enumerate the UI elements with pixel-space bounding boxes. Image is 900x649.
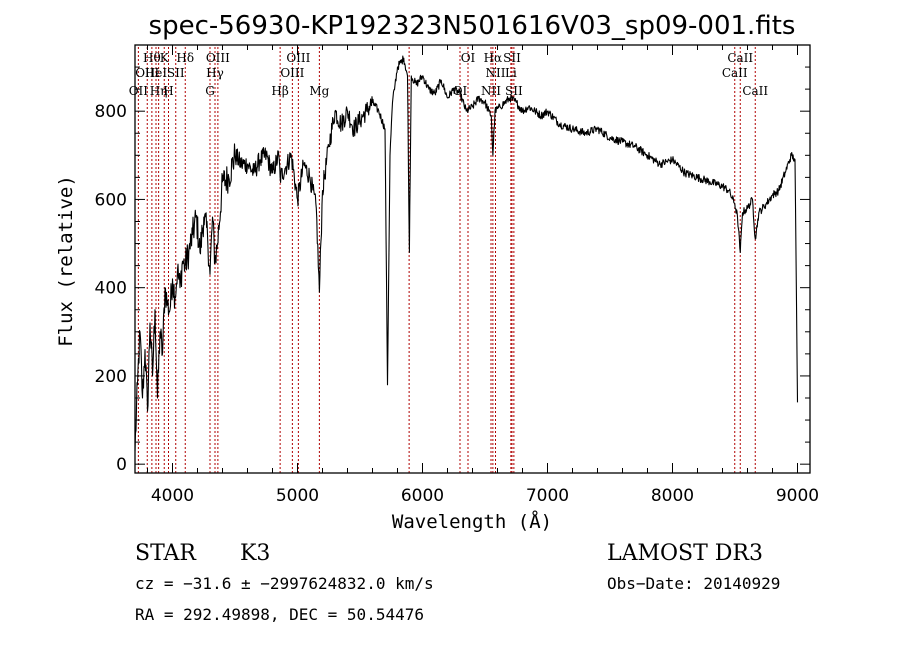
- chart-title: spec-56930-KP192323N501616V03_sp09-001.f…: [149, 11, 796, 41]
- line-marker-label: SII: [167, 66, 185, 80]
- line-marker-label: CaII: [742, 84, 768, 98]
- line-marker-label: OII: [129, 84, 149, 98]
- plot-frame: [134, 44, 811, 474]
- line-marker-label: NII: [486, 66, 506, 80]
- object-subclass: K3: [240, 541, 270, 566]
- x-tick-label: 6000: [401, 486, 444, 506]
- line-marker-label: Hη: [150, 84, 168, 98]
- object-class: STAR: [135, 541, 197, 566]
- y-axis-ticks: 0 200 400 600 800: [95, 66, 810, 475]
- y-tick-label: 600: [95, 190, 127, 210]
- obs-date-text: Obs−Date: 20140929: [607, 574, 780, 593]
- y-tick-label: 0: [116, 455, 127, 475]
- line-marker-label: SII: [503, 51, 521, 65]
- x-tick-label: 9000: [776, 486, 819, 506]
- line-marker-label: Li: [505, 66, 517, 80]
- coordinates-text: RA = 292.49898, DEC = 50.54476: [135, 605, 424, 624]
- line-marker-label: Hδ: [176, 51, 194, 65]
- line-marker-label: OIII: [280, 66, 304, 80]
- y-tick-label: 400: [95, 279, 127, 299]
- y-tick-label: 800: [95, 102, 127, 122]
- line-marker-label: HeI: [145, 66, 168, 80]
- line-marker-label: OIII: [135, 66, 159, 80]
- redshift-text: cz = −31.6 ± −2997624832.0 km/s: [135, 574, 434, 593]
- line-marker-label: Hβ: [271, 84, 288, 98]
- line-marker-label: OI: [461, 51, 476, 65]
- line-marker-label: K: [160, 51, 170, 65]
- y-axis-label: Flux (relative): [55, 175, 77, 347]
- line-marker-label: H: [163, 84, 173, 98]
- line-marker-label: NII: [481, 84, 501, 98]
- spectrum-line: [134, 55, 799, 451]
- x-axis-label: Wavelength (Å): [392, 510, 552, 533]
- spectral-line-labels: OIIOIIIHθHeIHηKHSIIHδGHγOIIIHβOIIIOIIIMg…: [129, 51, 769, 98]
- x-axis-ticks: 4000 5000 6000 7000 8000 9000: [147, 45, 819, 506]
- line-marker-label: G: [205, 84, 215, 98]
- line-marker-label: SII: [505, 84, 523, 98]
- x-tick-label: 8000: [651, 486, 694, 506]
- y-tick-label: 200: [95, 367, 127, 387]
- line-marker-label: Hα: [484, 51, 503, 65]
- line-marker-label: Hθ: [143, 51, 161, 65]
- x-tick-label: 5000: [276, 486, 319, 506]
- line-marker-label: OIII: [286, 51, 310, 65]
- line-marker-label: Hγ: [206, 66, 224, 80]
- line-marker-label: OIII: [206, 51, 230, 65]
- line-marker-label: Mg: [309, 84, 329, 98]
- x-tick-label: 4000: [151, 486, 194, 506]
- line-marker-label: CaII: [727, 51, 753, 65]
- spectral-line-markers: [137, 47, 756, 473]
- line-marker-label: CaII: [722, 66, 748, 80]
- x-tick-label: 7000: [526, 486, 569, 506]
- survey-name: LAMOST DR3: [607, 541, 763, 566]
